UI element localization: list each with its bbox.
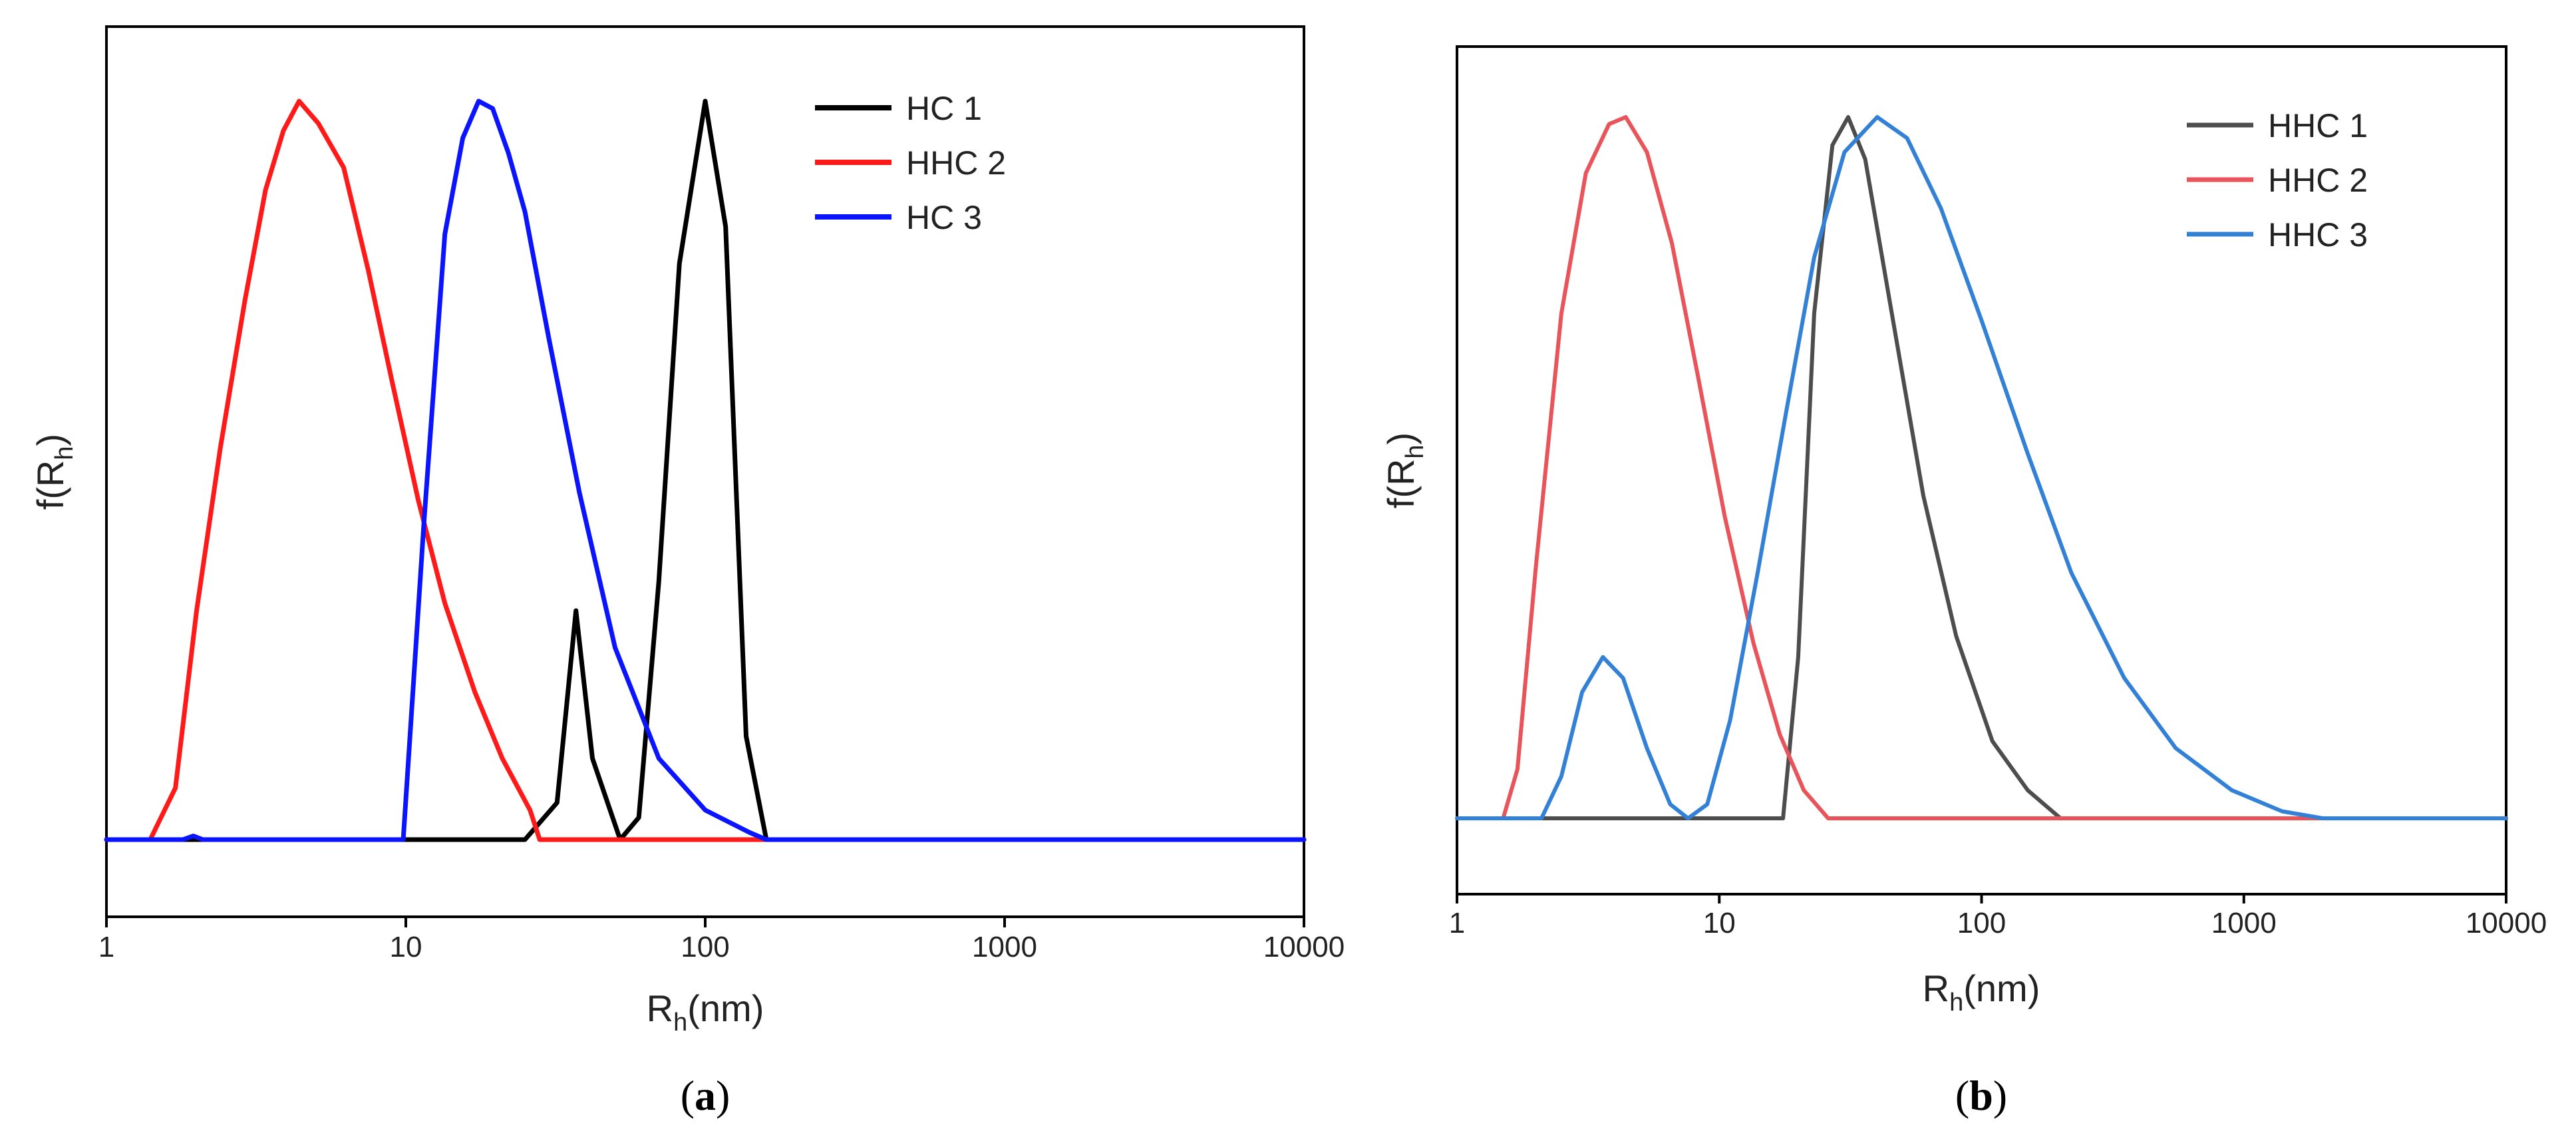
legend-label: HHC 2 <box>2268 162 2368 199</box>
legend-label: HHC 2 <box>906 144 1006 182</box>
x-tick-label: 1 <box>1449 907 1465 939</box>
x-axis-label: Rh(nm) <box>647 987 764 1037</box>
panel-label-a: (a) <box>681 1072 730 1119</box>
legend-label: HC 3 <box>906 199 982 236</box>
y-axis-label: f(Rh) <box>29 434 79 510</box>
x-tick-label: 10 <box>1703 907 1736 939</box>
series-line-hhc-2 <box>1455 115 2508 820</box>
series-group <box>1455 115 2508 820</box>
x-tick-label: 1000 <box>972 931 1037 963</box>
x-axis-label: Rh(nm) <box>1923 967 2040 1017</box>
x-ticks: 1 10 100 1000 10000 <box>98 917 1345 963</box>
x-tick-label: 10000 <box>1263 931 1345 963</box>
x-tick-label: 10 <box>390 931 422 963</box>
panel-b-chart: 1 10 100 1000 10000 HHC 1 HHC 2 HHC 3 Rh(nm) f… <box>1380 45 2547 1119</box>
legend: HC 1 HHC 2 HC 3 <box>815 90 1006 236</box>
x-tick-label: 100 <box>681 931 729 963</box>
x-tick-label: 1000 <box>2211 907 2277 939</box>
legend-label: HHC 3 <box>2268 216 2368 253</box>
series-line-hhc-3 <box>1455 115 2508 820</box>
y-axis-label: f(Rh) <box>1380 432 1429 508</box>
legend: HHC 1 HHC 2 HHC 3 <box>2187 107 2368 253</box>
x-ticks: 1 10 100 1000 10000 <box>1449 894 2547 939</box>
x-tick-label: 100 <box>1957 907 2006 939</box>
x-tick-label: 10000 <box>2466 907 2547 939</box>
legend-label: HC 1 <box>906 90 982 127</box>
series-line-hhc-1 <box>1455 115 2508 820</box>
series-line-hc-3 <box>104 98 1307 842</box>
panel-label-b: (b) <box>1955 1072 2007 1119</box>
panel-a-chart: 1 10 100 1000 10000 HC 1 HHC 2 HC 3 Rh(nm) f(R… <box>29 25 1345 1119</box>
x-tick-label: 1 <box>98 931 114 963</box>
legend-label: HHC 1 <box>2268 107 2368 144</box>
series-group <box>104 98 1307 842</box>
series-line-hc-1 <box>104 98 1307 842</box>
plot-frame <box>105 25 1305 918</box>
series-line-hhc-2 <box>104 98 1307 842</box>
